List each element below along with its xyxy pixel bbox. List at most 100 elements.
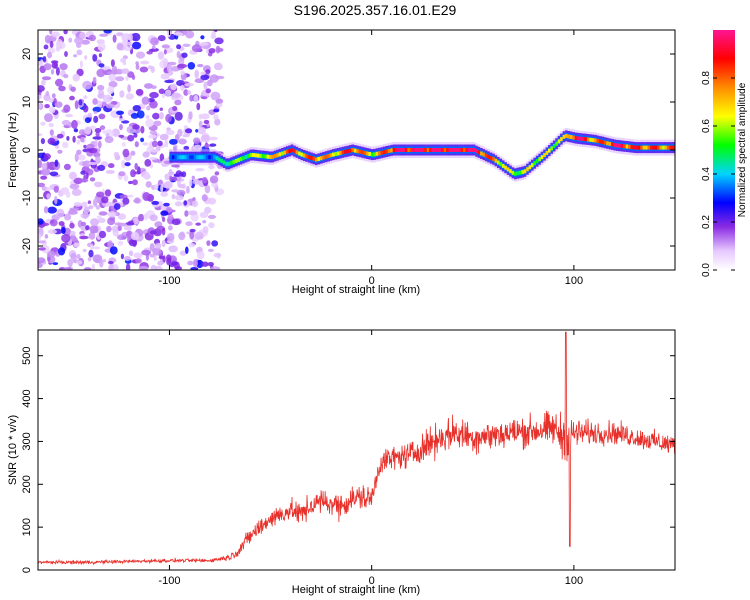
- noise-blob: [61, 119, 71, 126]
- ridge-segment: [417, 148, 420, 152]
- noise-blob: [194, 78, 205, 84]
- ridge-segment: [594, 138, 597, 143]
- ridge-segment: [528, 165, 532, 170]
- ridge-segment: [361, 150, 364, 155]
- noise-blob: [94, 139, 98, 148]
- noise-blob: [108, 73, 117, 82]
- noise-blob: [73, 177, 83, 184]
- y-tick-label: 500: [21, 347, 33, 365]
- ridge-segment: [506, 167, 510, 172]
- noise-blob: [157, 140, 163, 147]
- noise-blob: [215, 98, 224, 104]
- noise-blob: [184, 83, 195, 87]
- ridge-segment: [222, 160, 226, 165]
- ridge-segment: [295, 150, 299, 155]
- noise-blob: [200, 113, 210, 120]
- noise-blob: [149, 130, 157, 135]
- noise-blob: [73, 237, 78, 241]
- ridge-segment: [453, 148, 456, 152]
- noise-blob: [93, 115, 99, 123]
- ridge-segment: [298, 151, 301, 156]
- noise-blob: [150, 65, 155, 74]
- noise-blob: [99, 33, 109, 37]
- noise-blob: [164, 139, 169, 148]
- x-tick-label: 0: [369, 275, 375, 287]
- noise-blob: [148, 134, 157, 139]
- x-tick-label: -100: [158, 575, 180, 587]
- noise-blob: [128, 239, 137, 247]
- noise-blob: [191, 44, 202, 53]
- ridge-segment: [232, 159, 236, 164]
- noise-blob: [38, 85, 45, 92]
- ridge-segment: [256, 153, 260, 158]
- ridge-segment: [669, 145, 672, 150]
- noise-blob: [194, 69, 199, 79]
- noise-blob: [171, 261, 178, 266]
- noise-blob: [142, 151, 150, 158]
- ridge-segment: [344, 149, 347, 154]
- noise-blob: [171, 218, 181, 226]
- ridge-segment: [494, 158, 498, 163]
- noise-blob: [187, 210, 198, 216]
- noise-blob: [111, 65, 118, 75]
- ridge-segment: [654, 145, 658, 150]
- noise-blob: [192, 197, 196, 202]
- noise-blob: [150, 85, 157, 89]
- noise-blob: [187, 260, 194, 266]
- ridge-segment: [589, 137, 592, 142]
- noise-blob: [94, 128, 102, 133]
- noise-blob: [43, 93, 51, 101]
- noise-blob: [79, 235, 89, 240]
- noise-blob: [185, 128, 193, 134]
- y-tick-label: 0: [21, 567, 33, 573]
- noise-blob: [168, 225, 173, 231]
- noise-blob: [117, 222, 128, 227]
- ridge-segment: [637, 145, 641, 150]
- noise-blob: [89, 125, 96, 130]
- noise-blob: [210, 266, 221, 270]
- ridge-segment: [356, 149, 359, 154]
- noise-blob: [127, 180, 134, 185]
- noise-blob: [150, 148, 159, 153]
- noise-blob: [200, 134, 211, 143]
- noise-blob: [38, 159, 42, 169]
- noise-blob: [166, 232, 175, 242]
- noise-blob: [200, 71, 206, 76]
- noise-blob: [45, 90, 50, 97]
- noise-blob: [107, 163, 115, 169]
- noise-blob: [161, 239, 166, 248]
- noise-blob: [162, 58, 168, 66]
- noise-blob: [133, 133, 138, 138]
- noise-blob: [122, 142, 126, 147]
- noise-blob: [213, 114, 219, 120]
- colorbar-tick-label: 0.4: [701, 167, 712, 181]
- noise-blob: [181, 171, 187, 178]
- y-tick-label: -10: [21, 190, 33, 206]
- ridge-segment: [426, 148, 430, 152]
- noise-blob: [43, 63, 52, 71]
- ridge-segment: [358, 149, 362, 154]
- noise-blob: [83, 206, 90, 215]
- noise-blob: [49, 219, 58, 227]
- ridge-segment: [254, 153, 257, 158]
- ridge-segment: [271, 154, 274, 159]
- noise-blob: [103, 30, 112, 34]
- noise-blob: [93, 198, 98, 207]
- snr-frame: [37, 329, 676, 571]
- noise-blob: [58, 247, 66, 256]
- noise-blob: [126, 41, 133, 46]
- ridge-segment: [572, 135, 575, 140]
- noise-blob: [202, 226, 209, 234]
- noise-blob: [76, 49, 83, 56]
- noise-blob: [152, 247, 162, 256]
- ridge-segment: [671, 145, 675, 150]
- noise-blob: [211, 30, 216, 39]
- ridge-segment: [184, 155, 187, 160]
- noise-blob: [165, 113, 172, 123]
- ridge-segment: [193, 155, 197, 160]
- noise-blob: [82, 248, 87, 253]
- noise-blob: [166, 254, 172, 262]
- noise-blob: [111, 225, 118, 232]
- noise-blob: [92, 54, 98, 62]
